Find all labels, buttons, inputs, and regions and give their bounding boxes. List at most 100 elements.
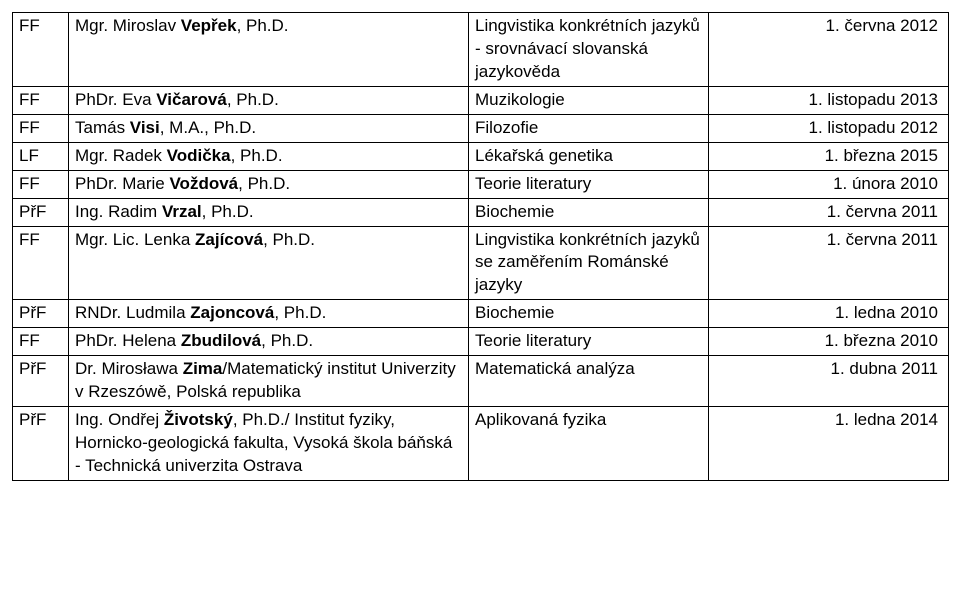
- subject-cell: Matematická analýza: [469, 356, 709, 407]
- name-cell: PhDr. Helena Zbudilová, Ph.D.: [69, 328, 469, 356]
- faculty-code: PřF: [19, 410, 46, 429]
- date-text: 1. března 2015: [825, 146, 938, 165]
- subject-text: Teorie literatury: [475, 331, 591, 350]
- date-cell: 1. listopadu 2012: [709, 114, 949, 142]
- surname: Vičarová: [156, 90, 227, 109]
- date-text: 1. června 2011: [827, 230, 938, 249]
- name-cell: Dr. Mirosława Zima/Matematický institut …: [69, 356, 469, 407]
- name-prefix: RNDr. Ludmila: [75, 303, 190, 322]
- subject-text: Muzikologie: [475, 90, 565, 109]
- subject-cell: Biochemie: [469, 300, 709, 328]
- table-row: FFMgr. Miroslav Vepřek, Ph.D.Lingvistika…: [13, 13, 949, 87]
- subject-text: Filozofie: [475, 118, 538, 137]
- faculty-cell: FF: [13, 226, 69, 300]
- subject-cell: Biochemie: [469, 198, 709, 226]
- date-text: 1. listopadu 2013: [809, 90, 939, 109]
- name-suffix: , Ph.D.: [274, 303, 326, 322]
- table-row: LF Mgr. Radek Vodička, Ph.D. Lékařská gene…: [13, 142, 949, 170]
- subject-cell: Lékařská genetika: [469, 142, 709, 170]
- name-suffix: , Ph.D.: [238, 174, 290, 193]
- date-text: 1. února 2010: [833, 174, 938, 193]
- date-text: 1. ledna 2010: [835, 303, 938, 322]
- date-text: 1. dubna 2011: [831, 359, 938, 378]
- faculty-cell: PřF: [13, 300, 69, 328]
- name-prefix: Tamás: [75, 118, 130, 137]
- date-cell: 1. března 2015: [709, 142, 949, 170]
- faculty-code: LF: [19, 146, 39, 165]
- subject-cell: Teorie literatury: [469, 170, 709, 198]
- faculty-cell: FF: [13, 170, 69, 198]
- subject-cell: Lingvistika konkrétních jazyků - srovnáv…: [469, 13, 709, 87]
- subject-cell: Muzikologie: [469, 86, 709, 114]
- subject-text: Lingvistika konkrétních jazyků - srovnáv…: [475, 16, 700, 81]
- faculty-code: FF: [19, 118, 40, 137]
- date-cell: 1. března 2010: [709, 328, 949, 356]
- name-suffix: , Ph.D.: [231, 146, 283, 165]
- subject-text: Teorie literatury: [475, 174, 591, 193]
- name-prefix: Ing. Ondřej: [75, 410, 164, 429]
- date-cell: 1. listopadu 2013: [709, 86, 949, 114]
- faculty-cell: FF: [13, 13, 69, 87]
- date-cell: 1. ledna 2014: [709, 407, 949, 481]
- name-prefix: PhDr. Helena: [75, 331, 181, 350]
- table-row: FF PhDr. Eva Vičarová, Ph.D. Muzikologie 1.…: [13, 86, 949, 114]
- table-row: PřF Ing. Ondřej Životský, Ph.D./ Institut…: [13, 407, 949, 481]
- surname: Voždová: [169, 174, 238, 193]
- date-cell: 1. dubna 2011: [709, 356, 949, 407]
- surname: Vepřek: [181, 16, 237, 35]
- name-suffix: , Ph.D.: [202, 202, 254, 221]
- name-cell: Mgr. Lic. Lenka Zajícová, Ph.D.: [69, 226, 469, 300]
- faculty-code: PřF: [19, 202, 46, 221]
- table-row: FF PhDr. Marie Voždová, Ph.D. Teorie liter…: [13, 170, 949, 198]
- name-cell: Ing. Ondřej Životský, Ph.D./ Institut fy…: [69, 407, 469, 481]
- name-prefix: Mgr. Miroslav: [75, 16, 181, 35]
- faculty-code: PřF: [19, 303, 46, 322]
- subject-text: Biochemie: [475, 202, 554, 221]
- name-suffix: , Ph.D.: [261, 331, 313, 350]
- faculty-cell: FF: [13, 114, 69, 142]
- subject-text: Aplikovaná fyzika: [475, 410, 606, 429]
- date-cell: 1. června 2011: [709, 198, 949, 226]
- subject-cell: Teorie literatury: [469, 328, 709, 356]
- faculty-code: FF: [19, 90, 40, 109]
- name-suffix: , Ph.D.: [227, 90, 279, 109]
- name-prefix: PhDr. Eva: [75, 90, 156, 109]
- name-prefix: Dr. Mirosława: [75, 359, 183, 378]
- table-row: PřF RNDr. Ludmila Zajoncová, Ph.D. Biochem…: [13, 300, 949, 328]
- surname: Zajícová: [195, 230, 263, 249]
- name-cell: RNDr. Ludmila Zajoncová, Ph.D.: [69, 300, 469, 328]
- surname: Vodička: [167, 146, 231, 165]
- table-row: PřF Ing. Radim Vrzal, Ph.D. Biochemie 1. če…: [13, 198, 949, 226]
- name-suffix: , Ph.D.: [263, 230, 315, 249]
- surname: Vrzal: [162, 202, 202, 221]
- subject-text: Lingvistika konkrétních jazyků se zaměře…: [475, 230, 700, 295]
- name-prefix: Mgr. Lic. Lenka: [75, 230, 195, 249]
- name-cell: PhDr. Eva Vičarová, Ph.D.: [69, 86, 469, 114]
- name-cell: Mgr. Radek Vodička, Ph.D.: [69, 142, 469, 170]
- date-cell: 1. června 2012: [709, 13, 949, 87]
- faculty-cell: PřF: [13, 198, 69, 226]
- name-suffix: , M.A., Ph.D.: [160, 118, 256, 137]
- subject-cell: Aplikovaná fyzika: [469, 407, 709, 481]
- subject-cell: Lingvistika konkrétních jazyků se zaměře…: [469, 226, 709, 300]
- faculty-cell: FF: [13, 86, 69, 114]
- subject-text: Biochemie: [475, 303, 554, 322]
- date-text: 1. ledna 2014: [835, 410, 938, 429]
- subject-text: Lékařská genetika: [475, 146, 613, 165]
- faculty-code: FF: [19, 331, 40, 350]
- faculty-table-body: FF Mgr. Miroslav Vepřek , Ph.D. Lingvistika…: [13, 13, 949, 481]
- faculty-code: PřF: [19, 359, 46, 378]
- table-row: FFMgr. Lic. Lenka Zajícová, Ph.D.Lingvis…: [13, 226, 949, 300]
- faculty-cell: FF: [13, 328, 69, 356]
- surname: Zajoncová: [190, 303, 274, 322]
- name-prefix: PhDr. Marie: [75, 174, 169, 193]
- table-row: PřF Dr. Mirosława Zima/Matematický instit…: [13, 356, 949, 407]
- date-text: 1. června 2012: [826, 16, 938, 35]
- faculty-cell: LF: [13, 142, 69, 170]
- date-cell: 1. února 2010: [709, 170, 949, 198]
- date-cell: 1. ledna 2010: [709, 300, 949, 328]
- name-cell: Ing. Radim Vrzal, Ph.D.: [69, 198, 469, 226]
- faculty-cell: PřF: [13, 356, 69, 407]
- subject-cell: Filozofie: [469, 114, 709, 142]
- name-cell: Tamás Visi, M.A., Ph.D.: [69, 114, 469, 142]
